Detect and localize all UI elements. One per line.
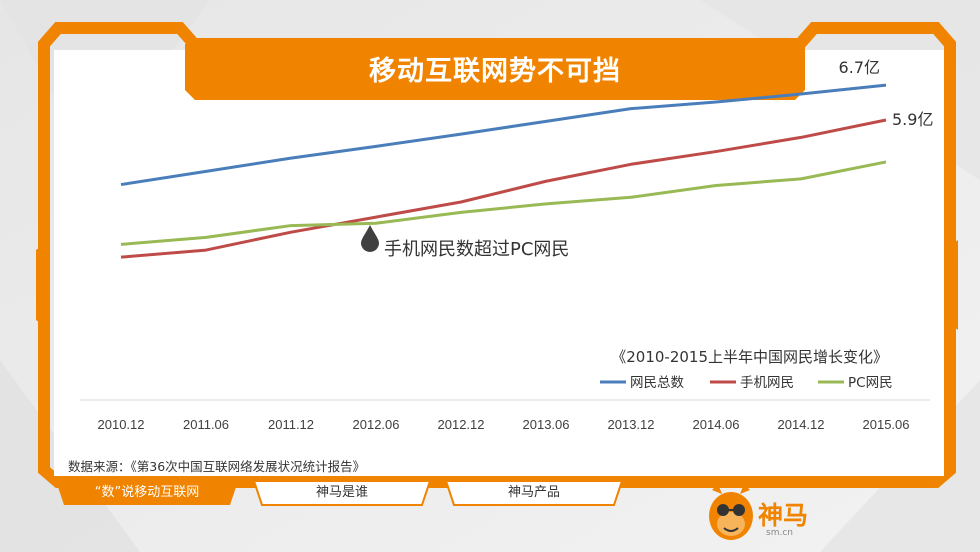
tab-shape-3 (444, 480, 624, 506)
legend-label: 手机网民 (740, 375, 794, 391)
x-tick-label: 2014.06 (693, 417, 740, 432)
series-line-2 (120, 160, 887, 246)
tab-shape-1 (56, 481, 238, 505)
tab-who-is-shenma[interactable]: 神马是谁 (315, 485, 368, 500)
mascot-icon (709, 484, 753, 540)
brand-domain: sm.cn (766, 528, 793, 538)
x-tick-label: 2011.06 (183, 417, 229, 432)
legend-item-1: 手机网民 (710, 375, 794, 391)
x-tick-label: 2013.06 (523, 417, 570, 432)
page-title: 移动互联网势不可挡 (369, 56, 621, 87)
tab-shenma-products[interactable]: 神马产品 (507, 485, 560, 500)
series-end-label-1: 5.9亿 (892, 110, 933, 129)
legend-label: PC网民 (848, 375, 893, 391)
x-tick-label: 2013.12 (608, 417, 655, 432)
tab-shape-2 (252, 480, 432, 506)
x-tick-label: 2015.06 (863, 417, 910, 432)
legend-item-0: 网民总数 (600, 375, 684, 391)
legend-item-2: PC网民 (818, 375, 893, 391)
series-line-1 (120, 118, 887, 259)
x-tick-label: 2012.12 (438, 417, 485, 432)
series-line-0 (120, 83, 887, 187)
content-panel (54, 50, 944, 476)
legend-label: 网民总数 (630, 375, 684, 391)
tab-data-mobile-internet[interactable]: “数”说移动互联网 (94, 485, 200, 500)
brand-logo-text: 神马 (758, 501, 809, 530)
x-tick-label: 2011.12 (268, 417, 314, 432)
x-tick-label: 2010.12 (98, 417, 145, 432)
chart-title: 《2010-2015上半年中国网民增长变化》 (611, 348, 888, 366)
annotation-text: 手机网民数超过PC网民 (384, 239, 569, 260)
drop-marker-icon (361, 224, 379, 252)
series-end-label-0: 6.7亿 (839, 58, 880, 77)
x-tick-label: 2012.06 (353, 417, 400, 432)
data-source-note: 数据来源：《第36次中国互联网络发展状况统计报告》 (68, 459, 366, 474)
x-tick-label: 2014.12 (778, 417, 825, 432)
title-banner (185, 44, 805, 100)
